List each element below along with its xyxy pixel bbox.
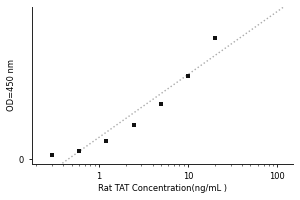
- Point: [50, 154, 55, 157]
- Point: [76, 149, 81, 152]
- Point: [186, 74, 190, 78]
- X-axis label: Rat TAT Concentration(ng/mL ): Rat TAT Concentration(ng/mL ): [98, 184, 227, 193]
- Y-axis label: OD=450 nm: OD=450 nm: [7, 59, 16, 111]
- Point: [132, 123, 137, 127]
- Point: [212, 36, 217, 39]
- Point: [103, 140, 108, 143]
- Point: [159, 103, 164, 106]
